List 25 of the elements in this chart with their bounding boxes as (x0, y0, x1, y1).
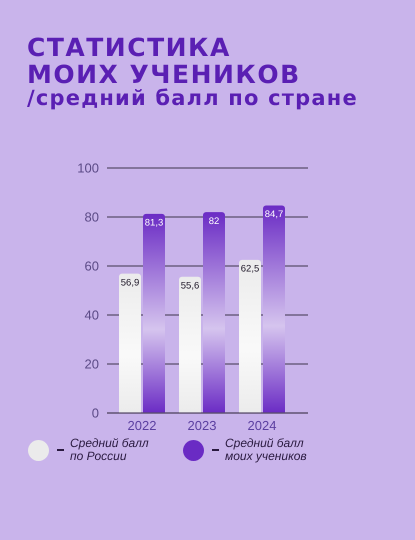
bar (179, 276, 201, 413)
data-label: 84,7 (264, 209, 284, 220)
bar (203, 212, 225, 413)
y-tick-label: 0 (92, 406, 99, 421)
data-label: 55,6 (180, 280, 200, 292)
bar (239, 260, 261, 413)
chart-subtitle: /средний балл по стране (27, 86, 358, 110)
bar (143, 214, 165, 413)
x-tick-label: 2024 (248, 418, 276, 434)
data-label: 62,5 (240, 264, 260, 275)
legend-label: Средний балл по России (70, 436, 150, 463)
data-label: 81,3 (144, 218, 164, 229)
y-tick-label: 20 (84, 356, 99, 372)
bar (119, 274, 141, 413)
data-label: 56,9 (120, 277, 140, 288)
bar (263, 205, 285, 413)
x-tick-label: 2022 (128, 418, 156, 434)
y-tick-label: 40 (84, 308, 99, 323)
y-tick-label: 60 (84, 258, 99, 274)
x-tick-label: 2023 (188, 418, 216, 434)
data-label: 82 (208, 216, 220, 227)
chart-title: СТАТИСТИКА МОИХ УЧЕНИКОВ (27, 33, 302, 89)
y-tick-label: 80 (84, 210, 99, 225)
legend-label: Средний балл моих учеников (225, 436, 308, 463)
y-tick-label: 100 (77, 160, 99, 176)
